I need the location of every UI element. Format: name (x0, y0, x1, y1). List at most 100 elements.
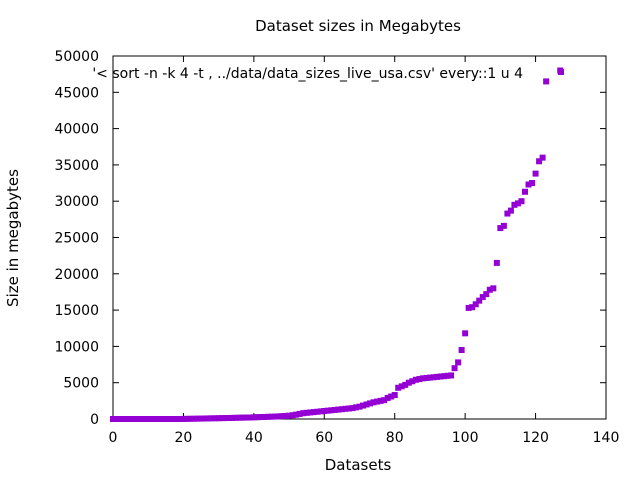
data-point (525, 181, 532, 188)
data-point (173, 416, 180, 422)
data-point (187, 415, 194, 422)
data-point (194, 415, 201, 422)
data-point (419, 375, 426, 382)
data-point (124, 416, 131, 422)
data-point (236, 414, 243, 421)
data-point (180, 415, 187, 422)
data-point (486, 286, 493, 293)
data-point (324, 407, 331, 414)
data-point (462, 330, 469, 337)
data-point (247, 414, 254, 421)
data-point (500, 222, 507, 229)
data-point (514, 200, 521, 207)
data-point (451, 365, 458, 372)
y-tick-label: 10000 (54, 339, 99, 355)
data-point (331, 406, 338, 413)
data-point (148, 416, 155, 422)
y-axis-label: Size in megabytes (4, 169, 22, 307)
data-point (127, 416, 134, 422)
data-point (113, 416, 120, 422)
x-tick-label: 40 (245, 430, 263, 446)
data-point (465, 304, 472, 311)
data-point (416, 376, 423, 383)
data-point (141, 416, 148, 422)
data-point (279, 413, 286, 420)
plot-frame (112, 55, 607, 420)
y-tick-label: 0 (90, 412, 99, 428)
data-point (233, 414, 240, 421)
x-axis-label: Datasets (325, 456, 392, 474)
data-point (384, 394, 391, 401)
data-point (490, 285, 497, 292)
data-point (539, 154, 546, 161)
data-point (310, 409, 317, 416)
data-point (338, 406, 345, 413)
data-point (458, 347, 465, 354)
data-point (426, 374, 433, 381)
data-point (430, 374, 437, 381)
y-tick-label: 15000 (54, 303, 99, 319)
data-point (409, 378, 416, 385)
data-point (159, 416, 166, 422)
x-tick-label: 80 (386, 430, 404, 446)
data-point (120, 416, 127, 422)
data-point (264, 413, 271, 420)
data-point (275, 413, 282, 420)
data-point (532, 170, 539, 177)
data-point (250, 414, 257, 421)
data-point (303, 409, 310, 416)
data-point (328, 407, 335, 414)
data-point (296, 410, 303, 417)
data-point (321, 408, 328, 415)
data-point (522, 188, 529, 195)
data-point (367, 400, 374, 407)
y-tick-label: 35000 (54, 158, 99, 174)
data-point (370, 399, 377, 406)
data-point (215, 415, 222, 422)
data-point (226, 414, 233, 421)
x-tick-label: 20 (175, 430, 193, 446)
data-point (286, 412, 293, 419)
data-point (374, 398, 381, 405)
data-point (472, 301, 479, 308)
y-tick-label: 5000 (63, 376, 99, 392)
data-point (138, 416, 145, 422)
data-point (293, 411, 300, 418)
y-tick-label: 40000 (54, 122, 99, 138)
data-point (131, 416, 138, 422)
data-point (352, 404, 359, 411)
data-point (437, 373, 444, 380)
data-point (412, 376, 419, 383)
data-point (268, 413, 275, 420)
data-point (493, 259, 500, 266)
data-point (402, 381, 409, 388)
data-point (110, 416, 116, 422)
legend-label: '< sort -n -k 4 -t , ../data/data_sizes_… (92, 66, 523, 82)
data-point (198, 415, 205, 422)
data-point (497, 225, 504, 232)
data-point (391, 392, 398, 399)
data-point (405, 379, 412, 386)
y-tick-label: 50000 (54, 49, 99, 65)
data-point (360, 402, 367, 409)
data-point (448, 372, 455, 379)
x-tick-label: 120 (522, 430, 549, 446)
data-point (314, 408, 321, 415)
data-point (219, 415, 226, 422)
data-point (317, 408, 324, 415)
data-point (349, 405, 356, 412)
data-point (335, 406, 342, 413)
data-point (152, 416, 159, 422)
y-tick-label: 30000 (54, 194, 99, 210)
data-point (479, 294, 486, 301)
data-point (222, 415, 229, 422)
data-point (423, 374, 430, 381)
chart-title: Dataset sizes in Megabytes (255, 17, 461, 35)
data-point (134, 416, 141, 422)
data-point (212, 415, 219, 422)
data-point (190, 415, 197, 422)
data-point (166, 416, 173, 422)
data-point (271, 413, 278, 420)
data-point (395, 384, 402, 391)
